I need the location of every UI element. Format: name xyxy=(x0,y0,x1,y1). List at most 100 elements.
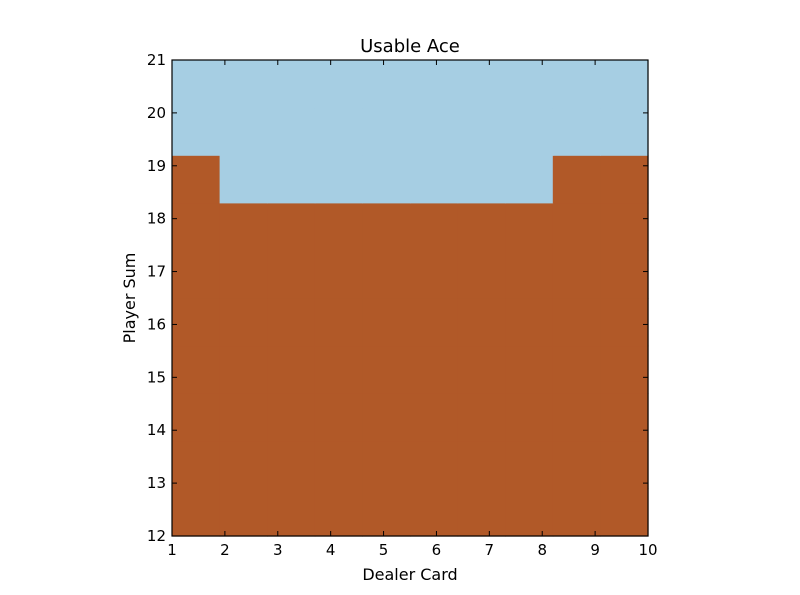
x-tick-label: 7 xyxy=(485,541,495,559)
heatmap-cell xyxy=(600,298,649,347)
heatmap-cell xyxy=(267,202,316,251)
heatmap-cell xyxy=(267,250,316,299)
heatmap-cell xyxy=(410,440,459,489)
heatmap-cell xyxy=(600,345,649,394)
heatmap-cell xyxy=(362,202,411,251)
y-tick-label: 19 xyxy=(147,157,166,175)
heatmap-cell xyxy=(505,60,554,109)
heatmap-cell xyxy=(457,155,506,204)
x-axis-label: Dealer Card xyxy=(362,565,457,584)
heatmap-cell xyxy=(267,440,316,489)
heatmap-cell xyxy=(410,107,459,156)
heatmap-cell xyxy=(600,393,649,442)
heatmap-cell xyxy=(314,393,363,442)
y-tick-label: 14 xyxy=(147,421,166,439)
heatmap-cell xyxy=(267,345,316,394)
y-tick-label: 17 xyxy=(147,263,166,281)
heatmap-cell xyxy=(457,60,506,109)
heatmap-cell xyxy=(314,155,363,204)
heatmap-cell xyxy=(314,345,363,394)
heatmap-cell xyxy=(219,440,268,489)
heatmap-cell xyxy=(362,345,411,394)
heatmap-cell xyxy=(172,155,221,204)
heatmap-cell xyxy=(552,393,601,442)
heatmap-cell xyxy=(219,60,268,109)
heatmap-cell xyxy=(457,393,506,442)
heatmap-cell xyxy=(362,488,411,537)
y-tick-label: 21 xyxy=(147,51,166,69)
heatmap-cell xyxy=(219,393,268,442)
heatmap-cell xyxy=(362,155,411,204)
heatmap-cell xyxy=(552,345,601,394)
heatmap-cell xyxy=(267,393,316,442)
heatmap-cell xyxy=(600,202,649,251)
y-tick-label: 16 xyxy=(147,315,166,333)
chart-title: Usable Ace xyxy=(360,36,460,57)
heatmap-cell xyxy=(267,298,316,347)
heatmap-cell xyxy=(362,298,411,347)
heatmap-cell xyxy=(505,345,554,394)
x-tick-label: 10 xyxy=(638,541,657,559)
heatmap-cell xyxy=(505,488,554,537)
heatmap-cell xyxy=(410,250,459,299)
heatmap-cell xyxy=(267,155,316,204)
heatmap-cell xyxy=(505,202,554,251)
heatmap-cell xyxy=(172,393,221,442)
heatmap-cell xyxy=(457,107,506,156)
heatmap-cell xyxy=(172,250,221,299)
heatmap-cell xyxy=(219,488,268,537)
heatmap-cell xyxy=(172,488,221,537)
heatmap-cell xyxy=(314,250,363,299)
heatmap-cell xyxy=(219,202,268,251)
heatmap-cell xyxy=(552,155,601,204)
heatmap-cell xyxy=(172,107,221,156)
heatmap-cell xyxy=(600,60,649,109)
heatmap-cell xyxy=(172,440,221,489)
x-tick-label: 1 xyxy=(167,541,177,559)
heatmap-cell xyxy=(172,298,221,347)
heatmap-cell xyxy=(219,107,268,156)
heatmap-cell xyxy=(172,202,221,251)
y-axis-label: Player Sum xyxy=(120,253,139,344)
heatmap-cell xyxy=(552,440,601,489)
heatmap-cell xyxy=(552,250,601,299)
heatmap-cell xyxy=(505,440,554,489)
x-tick-label: 4 xyxy=(326,541,336,559)
heatmap-cell xyxy=(314,202,363,251)
heatmap-cell xyxy=(267,488,316,537)
heatmap-cell xyxy=(457,345,506,394)
heatmap-cell xyxy=(314,107,363,156)
heatmap-cell xyxy=(314,488,363,537)
heatmap-cell xyxy=(410,202,459,251)
heatmap-cell xyxy=(552,298,601,347)
heatmap-cell xyxy=(172,345,221,394)
x-tick-label: 2 xyxy=(220,541,230,559)
heatmap-cell xyxy=(410,488,459,537)
heatmap-cell xyxy=(505,393,554,442)
heatmap-cell xyxy=(172,60,221,109)
y-tick-label: 15 xyxy=(147,368,166,386)
heatmap-cell xyxy=(362,60,411,109)
x-tick-label: 6 xyxy=(432,541,442,559)
heatmap-cell xyxy=(505,250,554,299)
heatmap-cell xyxy=(600,250,649,299)
heatmap-cell xyxy=(457,488,506,537)
heatmap-cell xyxy=(410,155,459,204)
plot-frame xyxy=(171,59,649,537)
heatmap-cell xyxy=(552,488,601,537)
heatmap-cell xyxy=(457,440,506,489)
heatmap-cell xyxy=(410,60,459,109)
heatmap-cell xyxy=(219,298,268,347)
heatmap-cell xyxy=(314,60,363,109)
heatmap-cells xyxy=(172,60,649,537)
heatmap-cell xyxy=(410,393,459,442)
x-tick-label: 8 xyxy=(537,541,547,559)
y-tick-label: 13 xyxy=(147,474,166,492)
heatmap-cell xyxy=(410,298,459,347)
heatmap-cell xyxy=(505,298,554,347)
heatmap-cell xyxy=(362,393,411,442)
heatmap-cell xyxy=(219,155,268,204)
heatmap-cell xyxy=(267,60,316,109)
heatmap-cell xyxy=(552,60,601,109)
